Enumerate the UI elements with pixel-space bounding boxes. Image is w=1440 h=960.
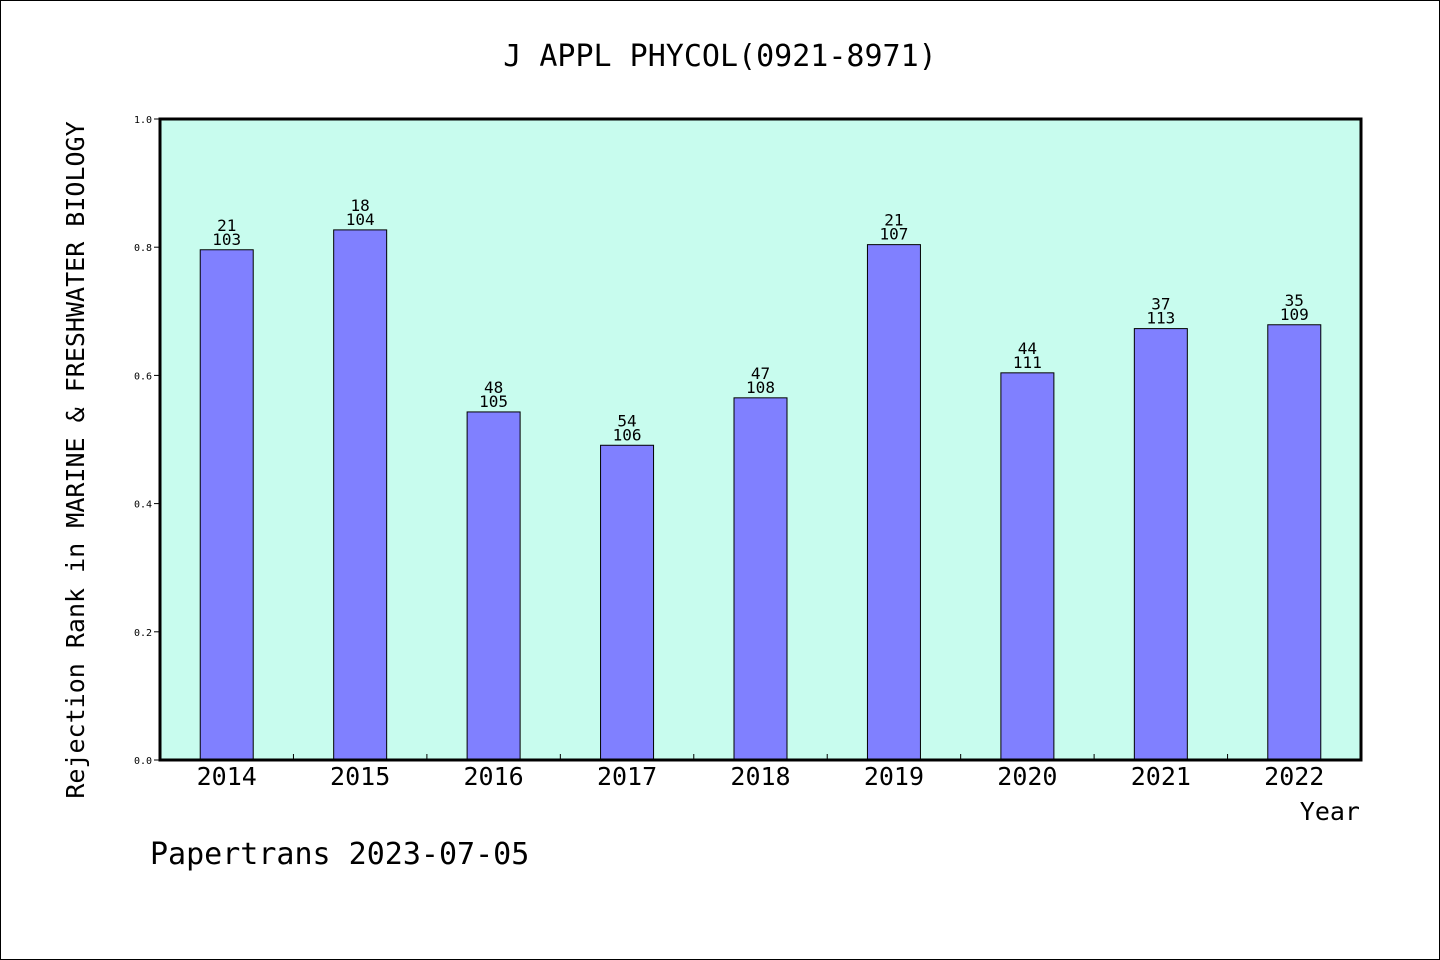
data-label-bottom: 105 [479, 392, 508, 411]
data-label-bottom: 103 [212, 230, 241, 249]
bar-2017 [600, 444, 655, 761]
x-axis-label: Year [1300, 797, 1360, 826]
x-tick-label: 2015 [330, 762, 390, 791]
y-tick-label: 0.4 [134, 500, 152, 511]
data-label-bottom: 109 [1280, 305, 1309, 324]
data-label-top: 35 [1285, 291, 1304, 310]
data-label-top: 18 [351, 196, 370, 215]
data-label-bottom: 108 [746, 378, 775, 397]
y-axis-label: Rejection Rank in MARINE & FRESHWATER BI… [61, 121, 90, 798]
x-tick-label: 2014 [197, 762, 257, 791]
y-tick-label: 0.8 [134, 243, 152, 254]
bars-group: 2110318104481055410647108211074411137113… [199, 196, 1322, 761]
data-label-bottom: 107 [879, 225, 908, 244]
bar-2021 [1133, 328, 1188, 761]
data-label-top: 21 [884, 211, 903, 230]
bar-2016 [466, 411, 521, 761]
y-tick-label: 0.0 [134, 756, 152, 767]
x-tick-label: 2019 [864, 762, 924, 791]
x-tick-label: 2018 [730, 762, 790, 791]
x-tick-label: 2017 [597, 762, 657, 791]
data-label-top: 37 [1151, 295, 1170, 314]
data-label-bottom: 104 [346, 210, 375, 229]
y-tick-label: 0.2 [134, 628, 152, 639]
bar-2014 [199, 249, 254, 761]
y-tick-label: 1.0 [134, 115, 152, 126]
x-tick-label: 2022 [1264, 762, 1324, 791]
bar-2015 [333, 229, 388, 761]
bar-2020 [1000, 372, 1055, 761]
data-label-top: 47 [751, 364, 770, 383]
x-tick-label: 2020 [997, 762, 1057, 791]
data-label-bottom: 113 [1146, 309, 1175, 328]
y-tick-label: 0.6 [134, 371, 152, 382]
chart-title: J APPL PHYCOL(0921-8971) [503, 39, 936, 74]
x-tick-label: 2021 [1131, 762, 1191, 791]
data-label-top: 48 [484, 378, 503, 397]
bar-2022 [1267, 324, 1322, 761]
y-axis: 0.0 0.2 0.4 0.6 0.8 1.0 [134, 115, 160, 767]
data-label-bottom: 106 [613, 425, 642, 444]
footer-credit: Papertrans 2023-07-05 [150, 837, 529, 872]
bar-2018 [733, 397, 788, 761]
x-axis: 2014 2015 2016 2017 2018 2019 2020 2021 2022 [197, 754, 1324, 791]
plot-border [158, 117, 1363, 762]
data-label-top: 44 [1018, 339, 1037, 358]
data-label-bottom: 111 [1013, 353, 1042, 372]
data-label-top: 54 [617, 411, 636, 430]
bar-2019 [866, 244, 921, 761]
x-tick-label: 2016 [464, 762, 524, 791]
data-label-top: 21 [217, 216, 236, 235]
